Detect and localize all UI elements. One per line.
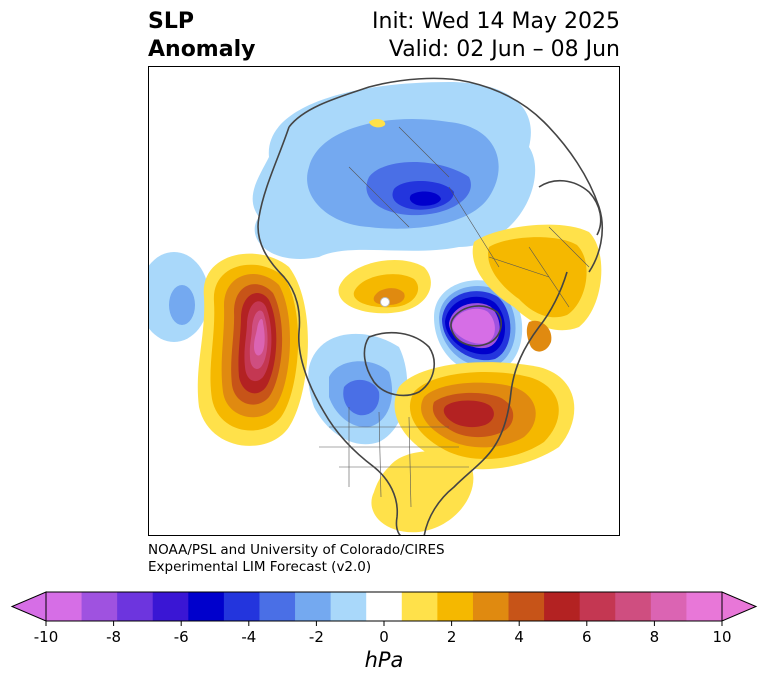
colorbar-segment	[330, 592, 367, 621]
colorbar-segment	[401, 592, 438, 621]
colorbar-tick-label: -8	[106, 628, 122, 646]
political-borders	[319, 126, 590, 508]
title-right: Init: Wed 14 May 2025 Valid: 02 Jun – 08…	[372, 8, 620, 64]
title-left: SLP Anomaly	[148, 8, 255, 64]
colorbar-segment	[508, 592, 545, 621]
title-variable: SLP	[148, 9, 194, 34]
neg-anomaly-central-north-america	[308, 333, 408, 445]
colorbar-tick-label: 6	[582, 628, 592, 646]
colorbar-segment	[472, 592, 510, 621]
init-date: Init: Wed 14 May 2025	[372, 9, 620, 34]
title-type: Anomaly	[148, 37, 256, 62]
colorbar-tick-label: -6	[173, 628, 189, 646]
colorbar-segment	[81, 592, 118, 621]
pos-anomaly-southeast-us	[371, 451, 474, 533]
colorbar-max-extend	[721, 591, 758, 622]
colorbar-tick-label: 2	[446, 628, 457, 646]
colorbar-segment	[259, 592, 296, 621]
colorbar-tick-label: -2	[308, 628, 324, 646]
colorbar-tick-label: 8	[649, 628, 660, 646]
colorbar-segment	[686, 592, 723, 621]
colorbar-segment	[579, 592, 616, 621]
colorbar-unit: hPa	[364, 648, 404, 672]
colorbar-segment	[437, 592, 474, 621]
anomaly-map	[148, 66, 620, 536]
colorbar-segment	[117, 592, 154, 621]
coastlines	[257, 77, 603, 535]
neg-anomaly-north-pacific	[149, 252, 209, 342]
map-svg	[149, 77, 603, 535]
colorbar-segment	[295, 592, 332, 621]
colorbar-tick-label: 4	[514, 628, 524, 646]
pole-marker	[380, 297, 390, 307]
colorbar-tick-label: -4	[241, 628, 257, 646]
pos-anomaly-europe	[472, 224, 602, 352]
pos-anomaly-alaska	[338, 259, 431, 314]
credit: NOAA/PSL and University of Colorado/CIRE…	[148, 542, 445, 576]
colorbar-segment	[188, 592, 225, 621]
colorbar-segment	[544, 592, 581, 621]
colorbar-tick-label: 0	[379, 628, 389, 646]
neg-anomaly-arctic	[252, 82, 536, 259]
colorbar-tick-label: -10	[33, 628, 59, 646]
colorbar-segment	[615, 592, 652, 621]
colorbar-tick-label: 10	[712, 628, 732, 646]
pos-anomaly-eastern-north-america	[394, 362, 575, 470]
colorbar-segment	[366, 592, 403, 621]
colorbar-segment	[152, 592, 189, 621]
credit-line-2: Experimental LIM Forecast (v2.0)	[148, 559, 372, 575]
colorbar-min-extend	[10, 591, 47, 622]
credit-line-1: NOAA/PSL and University of Colorado/CIRE…	[148, 542, 445, 558]
colorbar-segment	[650, 592, 687, 621]
colorbar-segment	[223, 592, 260, 621]
pos-anomaly-northeast-pacific	[197, 253, 308, 446]
colorbar-segment	[46, 592, 83, 621]
valid-range: Valid: 02 Jun – 08 Jun	[388, 37, 620, 62]
colorbar	[10, 591, 758, 626]
